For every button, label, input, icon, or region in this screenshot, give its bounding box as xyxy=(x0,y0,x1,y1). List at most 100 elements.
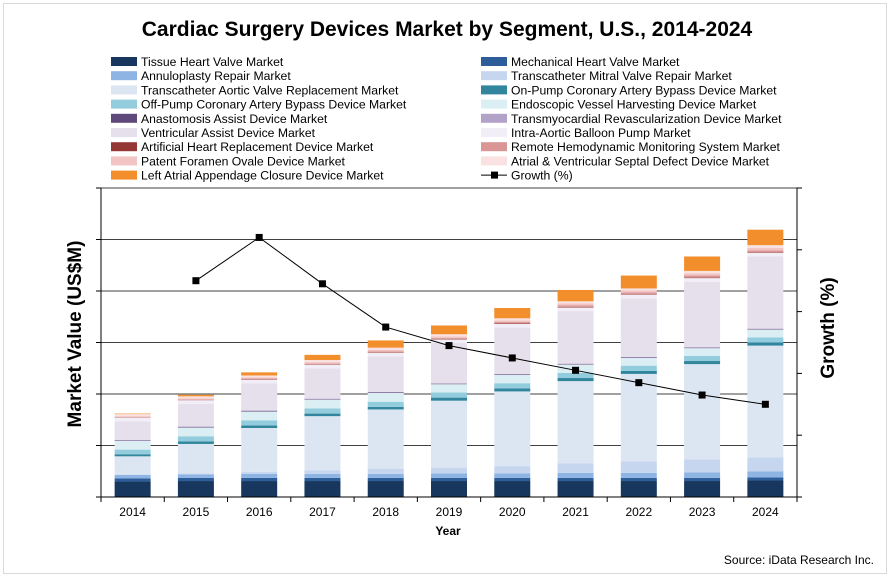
bar-2020-on-pump-coronary-artery-bypass-device-market xyxy=(494,388,531,392)
bar-2015-off-pump-coronary-artery-bypass-device-market xyxy=(177,436,214,442)
bar-2021-tissue-heart-valve-market xyxy=(557,481,594,497)
bar-2015-patent-foramen-ovale-device-market xyxy=(177,398,214,400)
bar-2020-transcatheter-aortic-valve-replacement-market xyxy=(494,391,531,467)
bar-2015-tissue-heart-valve-market xyxy=(177,481,214,497)
bar-2023-artificial-heart-replacement-device-market xyxy=(684,277,721,279)
bar-2019-transcatheter-aortic-valve-replacement-market xyxy=(431,400,467,468)
bar-2022-endoscopic-vessel-harvesting-device-market xyxy=(620,357,657,366)
bar-2021-anastomosis-assist-device-market xyxy=(557,364,594,365)
growth-line-path xyxy=(195,236,766,405)
bar-2016-mechanical-heart-valve-market xyxy=(241,477,278,482)
bar-2023-left-atrial-appendage-closure-device-market xyxy=(684,256,721,271)
legend-swatch-endoscopic-vessel-harvesting-device-market xyxy=(481,99,507,109)
bar-2023-patent-foramen-ovale-device-market xyxy=(684,273,721,276)
bar-2018-endoscopic-vessel-harvesting-device-market xyxy=(367,392,404,402)
bar-2018-remote-hemodynamic-monitoring-system-market xyxy=(367,351,404,353)
bar-2014-on-pump-coronary-artery-bypass-device-market xyxy=(114,454,151,457)
bar-2022-on-pump-coronary-artery-bypass-device-market xyxy=(620,370,657,374)
bar-2022-transcatheter-mitral-valve-repair-market xyxy=(620,461,657,473)
legend-swatch-transcatheter-aortic-valve-replacement-market xyxy=(111,85,137,95)
legend-swatch-transmyocardial-revascularization-device-market xyxy=(481,113,507,123)
legend: Tissue Heart Valve Market Mechanical Hear… xyxy=(111,55,782,183)
bar-2024-ventricular-assist-device-market xyxy=(747,256,784,329)
bar-2024-mechanical-heart-valve-market xyxy=(747,477,784,481)
growth-point-2020 xyxy=(508,354,516,362)
bar-2019-transcatheter-mitral-valve-repair-market xyxy=(431,467,467,474)
bar-2021-artificial-heart-replacement-device-market xyxy=(557,306,594,308)
bar-2018-patent-foramen-ovale-device-market xyxy=(367,349,404,352)
bar-2021-transcatheter-mitral-valve-repair-market xyxy=(557,463,594,473)
bar-2023-atrial-ventricular-septal-defect-device-market xyxy=(684,270,721,274)
bar-2023-on-pump-coronary-artery-bypass-device-market xyxy=(684,361,721,365)
legend-swatch-remote-hemodynamic-monitoring-system-market xyxy=(481,142,507,152)
bar-2020-anastomosis-assist-device-market xyxy=(494,374,531,375)
bar-2015-ventricular-assist-device-market xyxy=(177,403,214,427)
legend-label-intra-aortic-balloon-pump-market: Intra-Aortic Balloon Pump Market xyxy=(511,126,691,140)
bar-2014-off-pump-coronary-artery-bypass-device-market xyxy=(114,449,151,455)
growth-point-2018 xyxy=(382,323,390,331)
bar-2019-remote-hemodynamic-monitoring-system-market xyxy=(431,337,467,339)
x-tick-label-2022: 2022 xyxy=(625,505,652,519)
bar-2015-endoscopic-vessel-harvesting-device-market xyxy=(177,427,214,437)
bar-2017-transcatheter-aortic-valve-replacement-market xyxy=(304,416,341,471)
bar-stack-2023 xyxy=(684,256,721,497)
bar-2021-transmyocardial-revascularization-device-market xyxy=(557,363,594,365)
bar-2020-off-pump-coronary-artery-bypass-device-market xyxy=(494,383,531,389)
bar-2020-ventricular-assist-device-market xyxy=(494,327,531,374)
bar-2018-left-atrial-appendage-closure-device-market xyxy=(367,340,404,348)
legend-label-on-pump-coronary-artery-bypass-device-market: On-Pump Coronary Artery Bypass Device Ma… xyxy=(511,83,777,97)
bar-2021-on-pump-coronary-artery-bypass-device-market xyxy=(557,378,594,382)
bar-2024-endoscopic-vessel-harvesting-device-market xyxy=(747,329,784,338)
bar-2017-tissue-heart-valve-market xyxy=(304,481,341,497)
bar-2019-ventricular-assist-device-market xyxy=(431,343,467,384)
bar-2016-annuloplasty-repair-market xyxy=(241,473,278,478)
bar-2019-atrial-ventricular-septal-defect-device-market xyxy=(431,334,467,337)
bar-2021-mechanical-heart-valve-market xyxy=(557,477,594,482)
bar-2024-transmyocardial-revascularization-device-market xyxy=(747,328,784,330)
bar-2018-tissue-heart-valve-market xyxy=(367,481,404,497)
bar-2024-intra-aortic-balloon-pump-market xyxy=(747,252,784,257)
bar-2023-intra-aortic-balloon-pump-market xyxy=(684,278,721,282)
legend-swatch-off-pump-coronary-artery-bypass-device-market xyxy=(111,99,137,109)
bar-2017-off-pump-coronary-artery-bypass-device-market xyxy=(304,408,341,414)
bar-2020-transcatheter-mitral-valve-repair-market xyxy=(494,466,531,474)
bar-2014-transcatheter-aortic-valve-replacement-market xyxy=(114,456,151,475)
bar-2016-transcatheter-mitral-valve-repair-market xyxy=(241,471,278,474)
bar-2016-artificial-heart-replacement-device-market xyxy=(241,379,278,380)
source-note: Source: iData Research Inc. xyxy=(724,553,874,567)
growth-point-2015 xyxy=(192,277,200,285)
bar-2024-annuloplasty-repair-market xyxy=(747,471,784,478)
bar-stack-2015 xyxy=(177,394,214,497)
bar-2020-endoscopic-vessel-harvesting-device-market xyxy=(494,374,531,384)
bar-2017-transcatheter-mitral-valve-repair-market xyxy=(304,470,341,474)
x-tick-label-2014: 2014 xyxy=(119,505,146,519)
legend-swatch-left-atrial-appendage-closure-device-market xyxy=(111,170,137,180)
y2-axis-title: Growth (%) xyxy=(818,277,839,378)
growth-point-2017 xyxy=(318,280,326,288)
bar-2014-anastomosis-assist-device-market xyxy=(114,440,151,441)
growth-point-2023 xyxy=(698,391,706,399)
bar-2017-anastomosis-assist-device-market xyxy=(304,399,341,400)
bar-2016-endoscopic-vessel-harvesting-device-market xyxy=(241,411,278,421)
legend-label-annuloplasty-repair-market: Annuloplasty Repair Market xyxy=(141,69,291,83)
x-axis-title: Year xyxy=(435,524,461,538)
bar-2018-transmyocardial-revascularization-device-market xyxy=(367,391,404,393)
legend-label-transmyocardial-revascularization-device-market: Transmyocardial Revascularization Device… xyxy=(511,112,782,126)
legend-swatch-artificial-heart-replacement-device-market xyxy=(111,142,137,152)
bar-2018-mechanical-heart-valve-market xyxy=(367,477,404,482)
bar-2018-anastomosis-assist-device-market xyxy=(367,392,404,393)
bar-2017-transmyocardial-revascularization-device-market xyxy=(304,398,341,400)
x-tick-label-2024: 2024 xyxy=(752,505,779,519)
x-tick-label-2021: 2021 xyxy=(562,505,589,519)
legend-label-growth: Growth (%) xyxy=(511,169,573,183)
growth-point-2021 xyxy=(572,366,580,374)
bar-2022-off-pump-coronary-artery-bypass-device-market xyxy=(620,365,657,371)
bar-2022-intra-aortic-balloon-pump-market xyxy=(620,294,657,299)
x-tick-label-2019: 2019 xyxy=(436,505,463,519)
bar-stack-2021 xyxy=(557,289,594,497)
bar-2024-anastomosis-assist-device-market xyxy=(747,329,784,330)
bar-2014-annuloplasty-repair-market xyxy=(114,474,151,479)
bar-2021-annuloplasty-repair-market xyxy=(557,472,594,478)
bar-2019-on-pump-coronary-artery-bypass-device-market xyxy=(431,397,467,401)
bar-2018-transcatheter-aortic-valve-replacement-market xyxy=(367,409,404,469)
